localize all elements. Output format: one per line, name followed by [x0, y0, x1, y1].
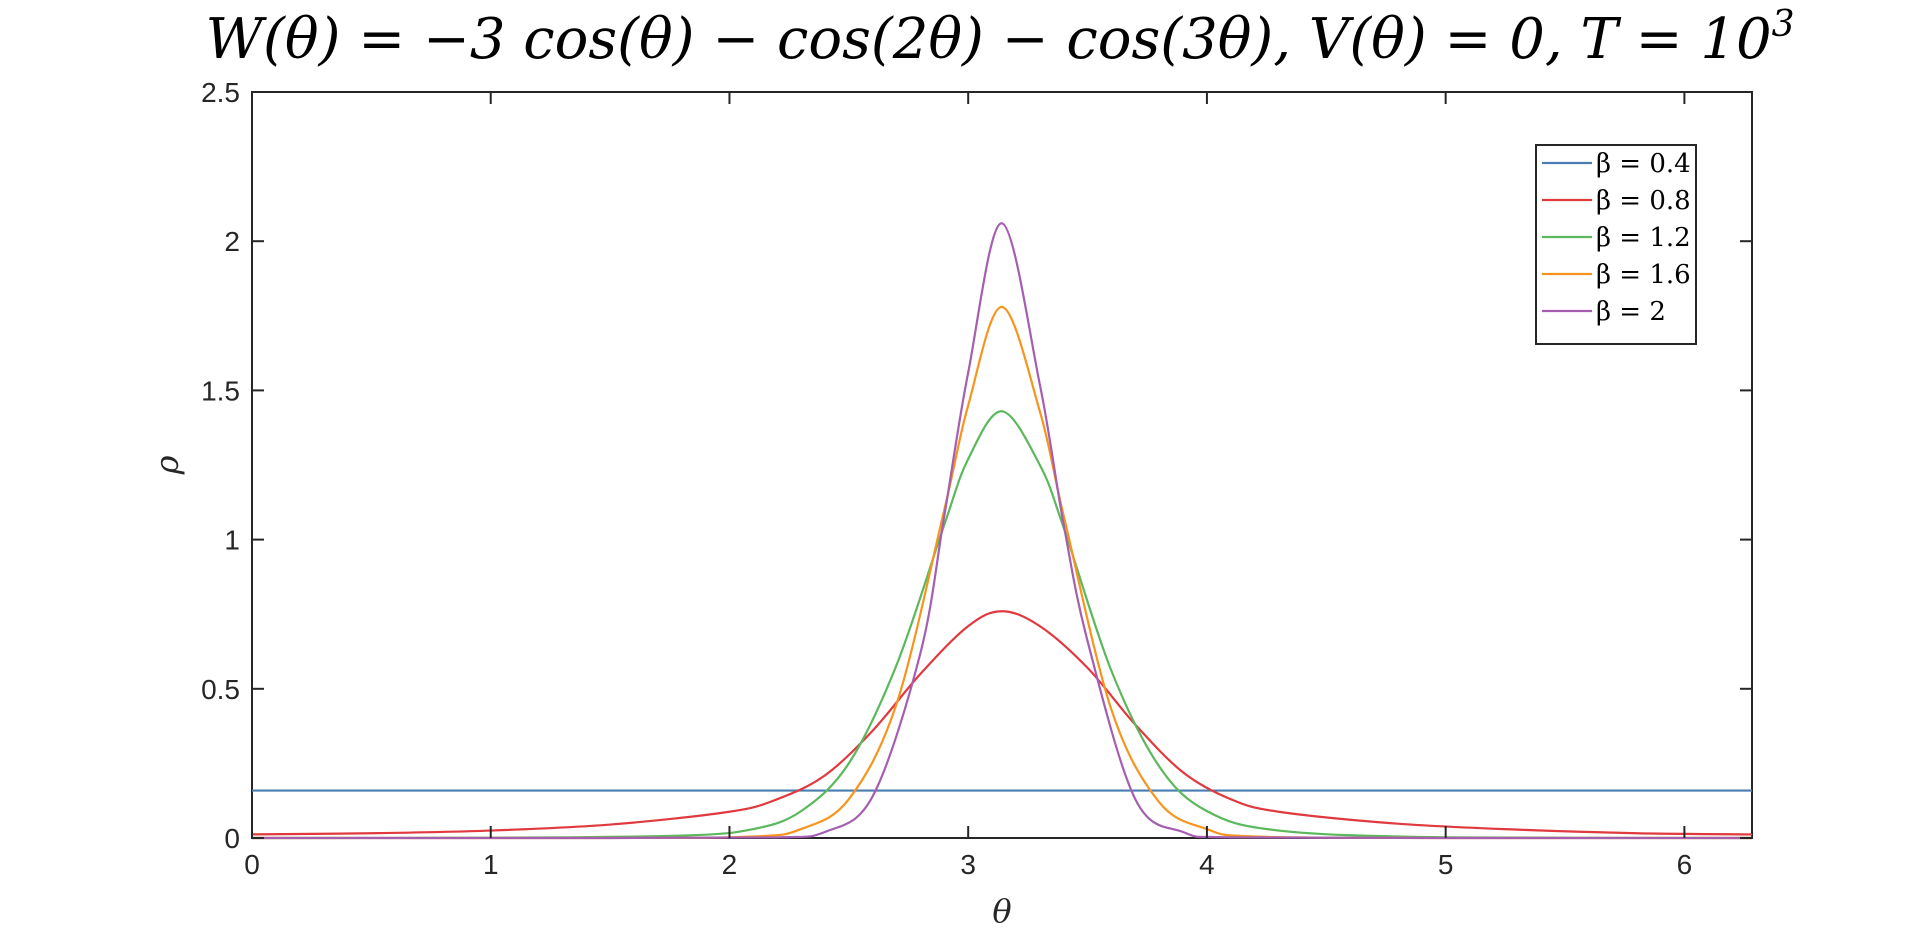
chart-title-text: W(θ) = −3 cos(θ) − cos(2θ) − cos(3θ), V(… — [205, 4, 1794, 72]
x-tick-label-2: 2 — [722, 849, 738, 880]
legend-label-0: β = 0.4 — [1596, 149, 1691, 179]
series-line-1 — [251, 610, 1753, 836]
x-tick-label-0: 0 — [244, 849, 260, 880]
legend-box — [1535, 144, 1697, 345]
series-layer — [251, 222, 1753, 840]
legend-label-1: β = 0.8 — [1596, 186, 1691, 216]
x-axis-label: θ — [992, 892, 1011, 930]
series-line-3 — [252, 305, 1752, 840]
chart-title-main: W(θ) = −3 cos(θ) − cos(2θ) − cos(3θ), V(… — [205, 7, 1771, 72]
series-line-2 — [251, 410, 1753, 840]
x-tick-label-3: 3 — [960, 849, 976, 880]
chart-title: W(θ) = −3 cos(θ) − cos(2θ) − cos(3θ), V(… — [205, 4, 1794, 72]
x-tick-label-1: 1 — [483, 849, 499, 880]
y-tick-label-4: 2 — [224, 226, 240, 257]
legend-label-3: β = 1.6 — [1596, 260, 1691, 290]
y-tick-label-3: 1.5 — [201, 375, 240, 406]
y-tick-label-2: 1 — [224, 525, 240, 556]
y-tick-label-5: 2.5 — [201, 77, 240, 108]
legend-label-2: β = 1.2 — [1596, 223, 1691, 253]
ticks-layer: 0 1 2 3 4 5 6 0 0.5 1 1.5 2 2.5 — [201, 77, 1752, 880]
legend-label-4: β = 2 — [1596, 297, 1666, 327]
plot-area — [251, 91, 1753, 839]
series-line-4 — [252, 222, 1752, 840]
x-tick-label-6: 6 — [1677, 849, 1693, 880]
y-axis-label: ρ — [148, 455, 186, 475]
y-tick-label-0: 0 — [224, 823, 240, 854]
x-tick-label-4: 4 — [1199, 849, 1215, 880]
legend: β = 0.4 β = 0.8 β = 1.2 β = 1.6 β = 2 — [1535, 144, 1697, 345]
x-tick-label-5: 5 — [1438, 849, 1454, 880]
chart-title-superscript: 3 — [1772, 4, 1795, 45]
y-tick-label-1: 0.5 — [201, 674, 240, 705]
